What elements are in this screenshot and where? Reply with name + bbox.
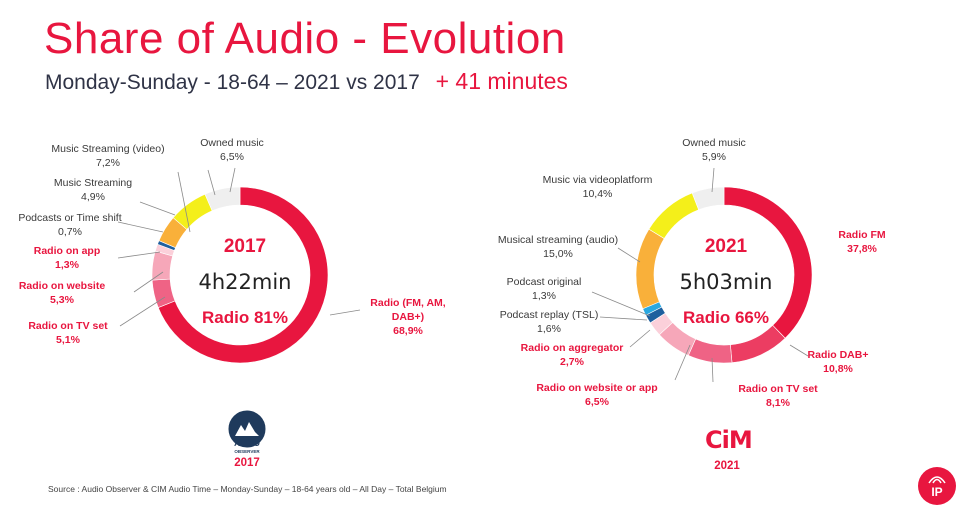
label-2021-radio-website-app: Radio on website or app 6,5% — [536, 382, 658, 408]
logo-audio-text: AUDIO — [234, 439, 260, 448]
label-2017-radio-fm: Radio (FM, AM, DAB+) 68,9% — [370, 297, 446, 337]
subtitle: Monday-Sunday - 18-64 – 2021 vs 2017 — [45, 71, 420, 94]
center-time-2017: 4h22min — [198, 270, 292, 294]
donut-2021-slice-owned-music — [691, 186, 725, 211]
ip-logo-icon — [928, 476, 946, 484]
minutes-delta: + 41 minutes — [435, 68, 568, 94]
label-2021-radio-tv: Radio on TV set 8,1% — [738, 383, 818, 409]
donut-2017-slice-owned-music — [204, 186, 241, 212]
subtitle-row: Monday-Sunday - 18-64 – 2021 vs 2017 + 4… — [45, 68, 568, 95]
center-year-2021: 2021 — [704, 236, 748, 257]
label-2021-owned-music: Owned music 5,9% — [682, 137, 746, 163]
label-2021-radio-fm: Radio FM 37,8% — [838, 229, 886, 255]
label-2021-radio-aggregator: Radio on aggregator 2,7% — [520, 342, 624, 368]
label-2017-radio-on-app: Radio on app 1,3% — [33, 245, 101, 271]
page-title: Share of Audio - Evolution — [44, 14, 566, 63]
label-2017-music-streaming: Music Streaming 4,9% — [53, 177, 133, 203]
label-2021-musical-streaming: Musical streaming (audio) 15,0% — [497, 234, 619, 260]
audio-observer-logo: AUDIO OBSERVER — [228, 410, 266, 454]
center-radio-2021: Radio 66% — [683, 308, 769, 327]
label-2021-radio-dab: Radio DAB+ 10,8% — [807, 349, 869, 375]
label-2021-podcast-original: Podcast original 1,3% — [506, 276, 582, 302]
logo-observer-text: OBSERVER — [234, 449, 260, 454]
logo-year-2017: 2017 — [234, 457, 260, 469]
center-time-2021: 5h03min — [679, 270, 773, 294]
center-radio-2017: Radio 81% — [202, 308, 288, 327]
ip-logo-badge: IP — [918, 467, 956, 505]
donut-2017-slice-radio-fm-am-dab — [157, 186, 329, 364]
donut-chart-2017 — [151, 186, 329, 364]
label-2017-radio-on-website: Radio on website 5,3% — [18, 280, 106, 306]
source-footnote: Source : Audio Observer & CIM Audio Time… — [48, 484, 447, 494]
label-2021-music-video: Music via videoplatform 10,4% — [542, 174, 653, 200]
label-2017-podcasts: Podcasts or Time shift 0,7% — [18, 212, 122, 238]
cim-logo: CiM — [705, 426, 753, 454]
label-2017-music-streaming-video: Music Streaming (video) 7,2% — [51, 143, 165, 169]
center-year-2017: 2017 — [223, 236, 267, 257]
label-2017-owned-music: Owned music 6,5% — [200, 137, 264, 163]
donut-chart-2021 — [635, 186, 813, 364]
label-2021-podcast-replay: Podcast replay (TSL) 1,6% — [499, 309, 599, 335]
label-2017-radio-on-tv: Radio on TV set 5,1% — [28, 320, 108, 346]
ip-logo-text: IP — [931, 485, 943, 499]
logo-year-2021: 2021 — [714, 460, 740, 472]
